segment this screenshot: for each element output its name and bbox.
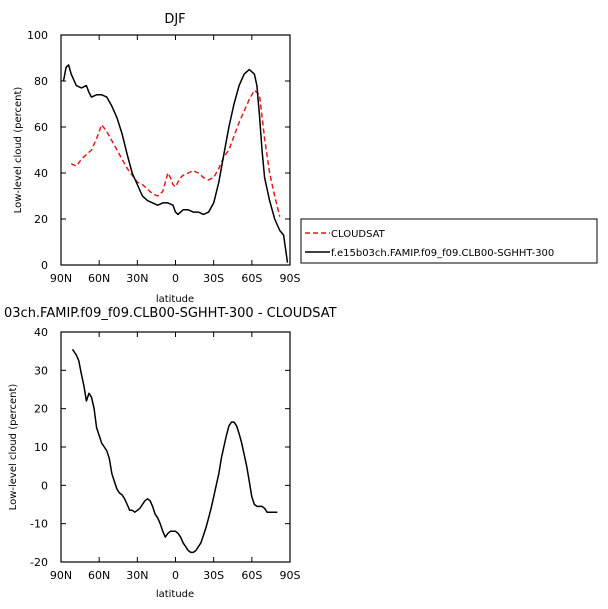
bottom-x-tick-label: 30S xyxy=(203,569,224,582)
bottom-x-tick-label: 90N xyxy=(50,569,72,582)
bottom-series-line-model xyxy=(71,348,278,554)
legend: CLOUDSAT f.e15b03ch.FAMIP.f09_f09.CLB00-… xyxy=(300,218,598,264)
top-x-tick-label: 0 xyxy=(172,272,179,285)
bottom-title: 03ch.FAMIP.f09_f09.CLB00-SGHHT-300 - CLO… xyxy=(4,306,337,321)
top-series-lines xyxy=(62,64,289,263)
bottom-y-tick-label: -10 xyxy=(30,518,48,531)
bottom-x-tick-label: 60N xyxy=(88,569,110,582)
top-title: DJF xyxy=(164,12,185,27)
top-x-tick-label: 30N xyxy=(126,272,148,285)
top-x-tick-label: 90N xyxy=(50,272,72,285)
top-plot-frame xyxy=(60,34,291,266)
top-x-ticks: 90N 60N 30N 0 30S 60S 90S xyxy=(50,35,301,285)
bottom-x-tick-label: 30N xyxy=(126,569,148,582)
top-y-tick-label: 80 xyxy=(34,75,48,88)
bottom-x-tick-label: 60S xyxy=(241,569,262,582)
bottom-y-tick-label: 20 xyxy=(34,403,48,416)
top-y-tick-label: 100 xyxy=(27,29,48,42)
top-x-tick-label: 60N xyxy=(88,272,110,285)
bottom-y-tick-label: 0 xyxy=(41,479,48,492)
top-x-tick-label: 90S xyxy=(280,272,301,285)
bottom-x-tick-label: 90S xyxy=(280,569,301,582)
bottom-y-tick-label: 10 xyxy=(34,441,48,454)
top-series-line-model xyxy=(62,64,289,263)
top-x-tick-label: 60S xyxy=(241,272,262,285)
bottom-x-ticks: 90N 60N 30N 0 30S 60S 90S xyxy=(50,332,301,582)
top-y-tick-label: 20 xyxy=(34,213,48,226)
bottom-y-tick-label: 40 xyxy=(34,326,48,339)
top-series-line-cloudsat xyxy=(70,89,281,217)
bottom-plot-frame xyxy=(60,331,291,563)
top-y-tick-label: 60 xyxy=(34,121,48,134)
top-y-tick-label: 0 xyxy=(41,259,48,272)
legend-label-cloudsat: CLOUDSAT xyxy=(331,229,386,240)
bottom-panel: 03ch.FAMIP.f09_f09.CLB00-SGHHT-300 - CLO… xyxy=(4,306,337,600)
top-x-tick-label: 30S xyxy=(203,272,224,285)
bottom-x-tick-label: 0 xyxy=(172,569,179,582)
top-panel: DJF 0 20 40 60 80 100 90N 60N 30N 0 30S 60S 90S Low… xyxy=(13,12,301,305)
bottom-y-ticks: -20 -10 0 10 20 30 40 xyxy=(30,326,290,569)
top-y-axis-label: Low-level cloud (percent) xyxy=(13,87,24,214)
bottom-series-lines xyxy=(71,348,278,554)
legend-label-model: f.e15b03ch.FAMIP.f09_f09.CLB00-SGHHT-300 xyxy=(331,248,554,259)
top-y-tick-label: 40 xyxy=(34,167,48,180)
legend-box xyxy=(300,218,598,264)
top-x-axis-label: latitude xyxy=(156,294,194,305)
bottom-y-axis-label: Low-level cloud (percent) xyxy=(8,384,19,511)
bottom-y-tick-label: -20 xyxy=(30,556,48,569)
top-y-ticks: 0 20 40 60 80 100 xyxy=(27,29,290,272)
bottom-y-tick-label: 30 xyxy=(34,364,48,377)
bottom-x-axis-label: latitude xyxy=(156,589,194,600)
